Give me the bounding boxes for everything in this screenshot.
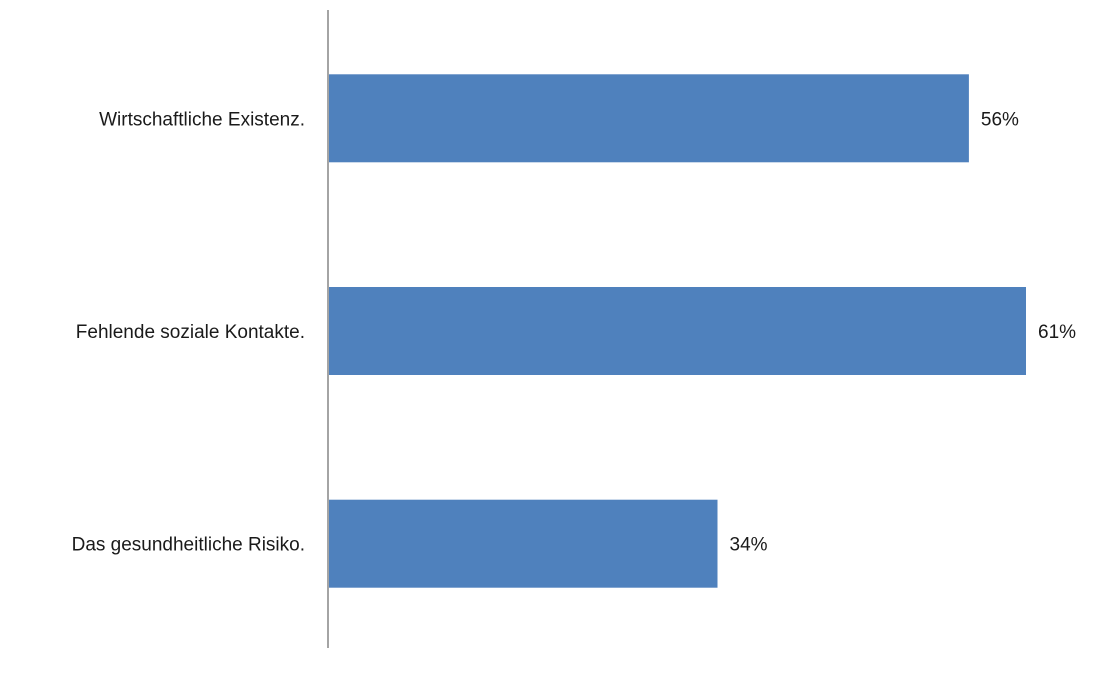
category-label-0: Wirtschaftliche Existenz.	[99, 109, 305, 130]
value-label-2: 34%	[730, 535, 768, 556]
bar-2	[329, 499, 718, 588]
bars-layer	[329, 74, 1026, 588]
category-label-1: Fehlende soziale Kontakte.	[76, 322, 305, 343]
bar-1	[329, 287, 1026, 375]
labels-layer: Wirtschaftliche Existenz. 56% Fehlende soz…	[72, 109, 1077, 555]
bar-0	[329, 74, 969, 163]
category-label-2: Das gesundheitliche Risiko.	[72, 535, 305, 556]
value-label-1: 61%	[1038, 322, 1076, 343]
value-label-0: 56%	[981, 109, 1019, 130]
